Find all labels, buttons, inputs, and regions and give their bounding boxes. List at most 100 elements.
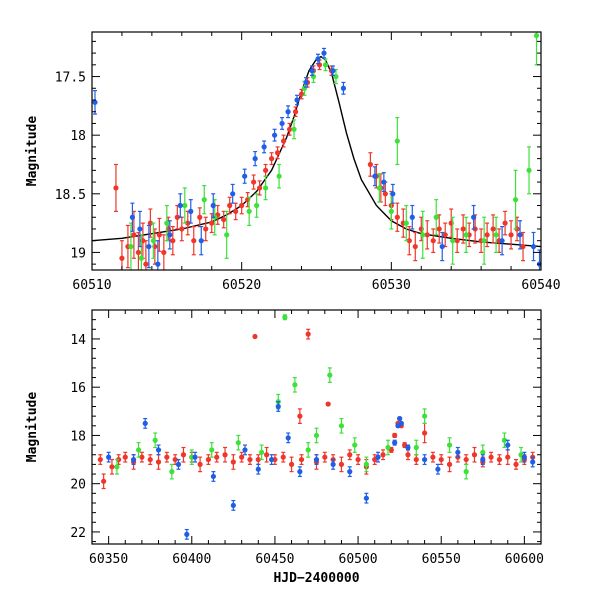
point-marker (252, 333, 258, 340)
point-marker (347, 452, 353, 458)
point-marker (175, 461, 182, 467)
point-marker (263, 185, 269, 191)
point-marker (380, 452, 386, 458)
point-marker (392, 432, 398, 439)
point-marker (294, 97, 300, 103)
data-point (505, 439, 511, 451)
x-tick-label: 60530 (372, 278, 411, 293)
point-marker (438, 456, 444, 463)
data-point (297, 408, 303, 424)
data-point (436, 214, 442, 244)
point-marker (517, 232, 523, 238)
data-point (129, 202, 136, 232)
point-marker (421, 413, 428, 419)
point-marker (455, 449, 461, 455)
x-tick-label: 60400 (172, 552, 211, 567)
data-point (222, 446, 228, 463)
data-point (315, 53, 321, 65)
top-panel-y-axis-label: Magnitude (25, 116, 40, 187)
x-tick-label: 60510 (72, 278, 111, 293)
point-marker (313, 432, 320, 439)
data-point (327, 367, 333, 383)
point-marker (421, 456, 428, 463)
point-marker (505, 442, 511, 448)
data-point (122, 451, 128, 463)
data-point (285, 432, 291, 444)
data-point (463, 216, 469, 254)
data-point (375, 451, 381, 463)
data-point (330, 458, 336, 470)
point-marker (147, 456, 153, 463)
point-marker (394, 214, 400, 220)
data-point (530, 456, 536, 468)
data-point (263, 163, 269, 177)
point-marker (526, 167, 532, 173)
point-marker (413, 456, 419, 463)
data-point (252, 333, 258, 340)
x-tick-label: 60350 (89, 552, 128, 567)
point-marker (392, 440, 398, 446)
data-point (298, 454, 305, 465)
point-marker (471, 214, 477, 220)
point-marker (501, 437, 508, 443)
point-marker (174, 214, 180, 220)
x-tick-label: 60520 (222, 278, 261, 293)
point-marker (480, 449, 486, 455)
point-marker (161, 249, 167, 256)
point-marker (184, 531, 190, 537)
point-marker (330, 461, 336, 467)
point-marker (221, 216, 227, 223)
data-point (363, 492, 369, 504)
data-point (338, 456, 345, 473)
point-marker (285, 435, 291, 441)
x-tick-label: 60600 (505, 552, 544, 567)
point-marker (114, 464, 120, 470)
bottom-panel-x-axis-label: HJD−2400000 (273, 571, 359, 586)
data-point (394, 202, 400, 232)
data-point (405, 444, 411, 451)
data-point (435, 463, 441, 475)
point-marker (298, 456, 305, 463)
data-point (446, 437, 453, 453)
data-point (259, 444, 265, 461)
point-marker (280, 138, 287, 144)
point-marker (188, 208, 194, 214)
point-marker (521, 454, 527, 460)
point-marker (142, 420, 148, 426)
point-marker (513, 461, 519, 467)
point-marker (182, 202, 188, 209)
data-point (142, 417, 148, 429)
point-marker (155, 261, 161, 267)
data-point (355, 454, 361, 465)
data-point (471, 446, 478, 463)
point-marker (230, 502, 236, 509)
data-point (161, 234, 167, 270)
data-point (155, 454, 162, 470)
point-marker (520, 243, 526, 250)
point-marker (322, 62, 329, 68)
data-point (413, 454, 419, 465)
data-point (421, 408, 428, 424)
data-point (246, 196, 252, 227)
point-marker (179, 226, 185, 232)
point-marker (252, 156, 258, 162)
point-marker (505, 454, 511, 460)
point-marker (388, 208, 394, 214)
point-marker (463, 469, 469, 475)
data-point (292, 376, 298, 393)
data-point (502, 210, 508, 236)
data-point (305, 442, 311, 458)
point-marker (280, 454, 286, 460)
data-point (376, 173, 382, 203)
point-marker (430, 454, 436, 460)
y-tick-label: 16 (70, 381, 86, 396)
data-point (209, 442, 215, 458)
point-marker (424, 232, 430, 238)
point-marker (463, 232, 469, 238)
point-marker (390, 191, 396, 197)
bottom-panel-y-axis-label: Magnitude (25, 392, 40, 463)
data-point (285, 105, 291, 119)
point-marker (251, 179, 257, 185)
point-marker (164, 454, 170, 460)
data-point (205, 454, 212, 465)
